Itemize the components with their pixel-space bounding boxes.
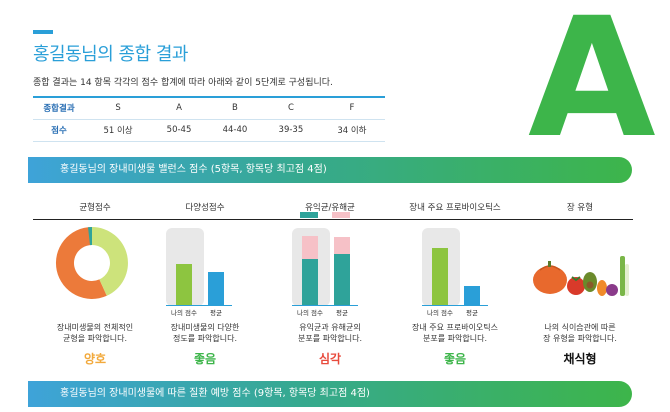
grade-cell: B [207, 96, 263, 119]
probiotics-my-label: 나의 점수 [427, 309, 453, 317]
probiotics-avg-bar [464, 286, 480, 305]
probiotics-avg-label: 평균 [466, 309, 478, 317]
col-header-probiotics: 장내 주요 프로바이오틱스 [409, 203, 501, 213]
desc-balance-line2: 균형을 파악합니다. [63, 334, 127, 343]
col-header-diversity: 다양성점수 [185, 203, 225, 213]
desc-balance: 장내미생물의 전체적인 균형을 파악합니다. [40, 322, 150, 344]
result-diversity: 좋음 [193, 352, 217, 366]
section-divider [33, 219, 633, 220]
probiotics-my-bar [432, 248, 448, 305]
desc-balance-line1: 장내미생물의 전체적인 [56, 323, 134, 332]
score-cell: 50-45 [151, 118, 207, 142]
score-cell: 51 이상 [85, 118, 152, 142]
desc-diversity-line2: 정도를 파악합니다. [173, 334, 237, 343]
goodbad-avg-bad-bar [334, 237, 350, 254]
score-row-header: 점수 [33, 118, 85, 142]
tomato-icon [567, 277, 585, 295]
probiotics-baseline [422, 305, 488, 306]
score-cell: 39-35 [262, 118, 319, 142]
goodbad-avg-label: 평균 [336, 309, 348, 317]
desc-gut-type: 나의 식이습관에 따른 장 유형을 파악합니다. [525, 322, 635, 344]
desc-probiotics-line1: 장내 주요 프로바이오틱스 [411, 323, 499, 332]
goodbad-avg-good-bar [334, 254, 350, 305]
goodbad-my-label: 나의 점수 [297, 309, 323, 317]
donut-segment-teal [88, 226, 92, 246]
grade-cell: C [262, 96, 319, 119]
diversity-avg-label: 평균 [210, 309, 222, 317]
page-subtitle: 종합 결과는 14 항목 각각의 점수 합계에 따라 아래와 같이 5단계로 구… [33, 78, 333, 88]
onion-icon [606, 284, 618, 296]
section-banner-disease: 홍길동님의 장내미생물에 따른 질환 예방 점수 (9항목, 항목당 최고점 4… [28, 381, 632, 407]
result-probiotics: 좋음 [443, 352, 467, 366]
desc-gut-type-line1: 나의 식이습관에 따른 [544, 323, 616, 332]
section-banner-balance: 홍길동님의 장내미생물 밸런스 점수 (5항목, 항목당 최고점 4점) [28, 157, 632, 183]
pumpkin-icon [533, 266, 567, 294]
desc-probiotics: 장내 주요 프로바이오틱스 분포를 파악합니다. [395, 322, 515, 344]
desc-good-bad-line1: 유익균과 유해균의 [299, 323, 361, 332]
goodbad-my-good-bar [302, 259, 318, 305]
page-title: 홍길동님의 종합 결과 [33, 44, 188, 65]
donut-segment-lightgreen [92, 227, 128, 296]
result-gut-type: 채식형 [563, 352, 597, 366]
desc-gut-type-line2: 장 유형을 파악합니다. [543, 334, 617, 343]
grade-table: 종합결과 S A B C F 점수 51 이상 50-45 44-40 39-3… [33, 96, 385, 142]
result-good-bad: 심각 [318, 352, 342, 366]
col-header-gut-type: 장 유형 [566, 203, 594, 213]
grade-row-header: 종합결과 [33, 96, 85, 119]
desc-diversity: 장내미생물의 다양한 정도를 파악합니다. [150, 322, 260, 344]
col-header-good-bad: 유익균/유해균 [305, 203, 355, 213]
desc-good-bad-line2: 분포를 파악합니다. [298, 334, 362, 343]
leek-icon [620, 256, 625, 296]
diversity-my-bar [176, 264, 192, 305]
grade-row: 종합결과 S A B C F [33, 96, 385, 119]
desc-diversity-line1: 장내미생물의 다양한 [170, 323, 240, 332]
carrot-icon [597, 280, 607, 296]
desc-good-bad: 유익균과 유해균의 분포를 파악합니다. [275, 322, 385, 344]
vegetables-illustration [533, 256, 629, 296]
desc-probiotics-line2: 분포를 파악합니다. [423, 334, 487, 343]
legend-bad-swatch [332, 212, 350, 218]
balance-donut-chart [55, 226, 128, 299]
donut-segment-orange [55, 226, 107, 299]
grade-cell: F [318, 96, 385, 119]
diversity-avg-bar [208, 272, 224, 305]
grade-cell: S [85, 96, 152, 119]
legend-good-swatch [300, 212, 318, 218]
score-cell: 34 이하 [318, 118, 385, 142]
grade-cell: A [151, 96, 207, 119]
diversity-baseline [166, 305, 232, 306]
score-row: 점수 51 이상 50-45 44-40 39-35 34 이하 [33, 118, 385, 142]
goodbad-baseline [292, 305, 358, 306]
result-balance: 양호 [83, 352, 107, 366]
title-accent-bar [33, 30, 53, 34]
col-header-balance: 균형점수 [79, 203, 111, 213]
diversity-my-label: 나의 점수 [171, 309, 197, 317]
overall-grade: A [528, 0, 656, 174]
score-cell: 44-40 [207, 118, 263, 142]
goodbad-my-bad-bar [302, 236, 318, 259]
